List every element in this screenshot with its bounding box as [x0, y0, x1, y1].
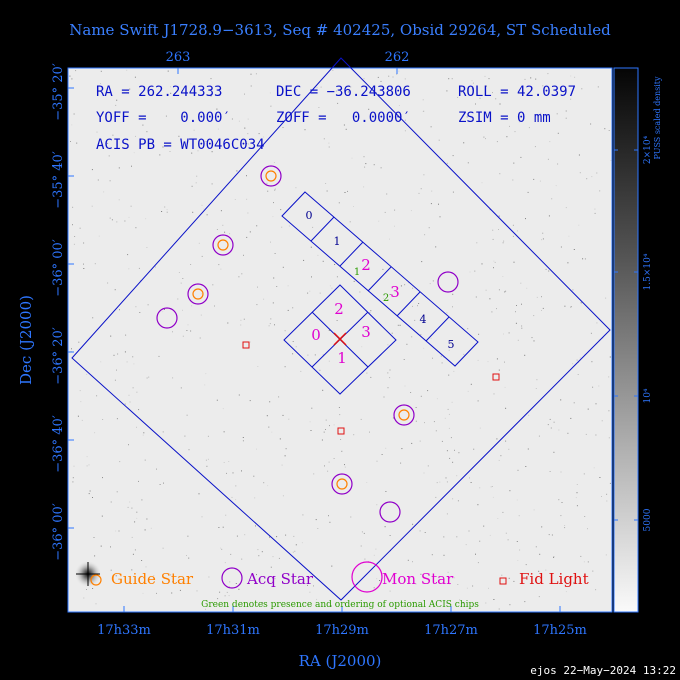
colorbar-tick-label: 5000 [643, 508, 653, 531]
optional-chip-label: 1 [354, 267, 360, 278]
y-axis-label: Dec (J2000) [17, 295, 35, 385]
ra-readout: RA = 262.244333 [96, 84, 222, 100]
ra-tick-label: 17h31m [206, 623, 260, 638]
s-chip-label: 2 [361, 256, 371, 274]
guide-star [217, 239, 229, 251]
s-chip-label: 4 [420, 313, 427, 326]
colorbar-tick-label: 2×10⁴ [643, 135, 653, 164]
guide-stars [192, 170, 410, 490]
dec-readout: DEC = −36.243806 [276, 84, 411, 100]
x-axis-label: RA (J2000) [299, 652, 382, 670]
s-chip-label: 5 [448, 338, 455, 351]
legend-acq-icon [221, 567, 243, 589]
s-chip-label: 1 [334, 235, 341, 248]
s-chip-label: 3 [390, 283, 400, 301]
acq-star [260, 165, 282, 187]
footer-credit: ejos 22−May−2024 13:22 [530, 664, 676, 677]
yoff-readout: YOFF = 0.000′ [96, 110, 231, 126]
acq-star [393, 404, 415, 426]
guide-star [265, 170, 277, 182]
dec-tick-label: −36° 40′ [51, 415, 66, 473]
legend: Guide Star Acq Star Mon Star Fid Light G… [90, 561, 589, 610]
acq-star [437, 271, 459, 293]
legend-guide-label: Guide Star [111, 570, 194, 588]
legend-mon-icon [351, 561, 383, 593]
i-chip-label: 1 [337, 349, 347, 367]
acq-stars [156, 165, 459, 523]
acis-s-array [281, 191, 479, 367]
colorbar-tick-label: 1.5×10⁴ [643, 253, 653, 290]
acq-star [379, 501, 401, 523]
i-chip-label: 0 [311, 326, 321, 344]
guide-star [192, 288, 204, 300]
optional-chip-label: 2 [383, 293, 389, 304]
i-chip-label: 2 [334, 300, 344, 318]
acis-pb-readout: ACIS PB = WT0046C034 [96, 137, 265, 153]
guide-star [398, 409, 410, 421]
legend-mon-label: Mon Star [382, 570, 454, 588]
ra-tick-label: 17h29m [315, 623, 369, 638]
page-title: Name Swift J1728.9−3613, Seq # 402425, O… [69, 21, 611, 39]
legend-note: Green denotes presence and ordering of o… [201, 600, 479, 610]
dec-tick-label: −36° 20′ [51, 327, 66, 385]
i-chip-label: 3 [361, 323, 371, 341]
colorbar-tick-label: 10⁴ [643, 388, 653, 403]
roll-readout: ROLL = 42.0397 [458, 84, 576, 100]
ra-tick-label: 17h33m [97, 623, 151, 638]
guide-star [336, 478, 348, 490]
legend-guide-icon [90, 574, 102, 586]
zsim-readout: ZSIM = 0 mm [458, 110, 551, 126]
acq-star [331, 473, 353, 495]
zoff-readout: ZOFF = 0.0000′ [276, 110, 411, 126]
sky-noise [69, 69, 612, 610]
fid-light [492, 373, 500, 381]
field-of-view-box [71, 57, 611, 601]
colorbar [613, 67, 639, 613]
acq-star [187, 283, 209, 305]
top-tick-label: 262 [385, 50, 410, 65]
acq-star [212, 234, 234, 256]
dec-tick-label: −35° 40′ [51, 151, 66, 209]
fid-lights [242, 341, 500, 435]
ra-tick-marks [123, 606, 561, 612]
dec-tick-label: −35° 20′ [51, 63, 66, 121]
s-chip-label: 0 [306, 209, 313, 222]
fid-light [337, 427, 345, 435]
top-tick-label: 263 [166, 50, 191, 65]
legend-fid-icon [499, 577, 507, 585]
dec-tick-label: −36° 00′ [51, 239, 66, 297]
fid-light [242, 341, 250, 349]
target-marker [333, 332, 347, 346]
colorbar-label: PUSS scaled density [653, 76, 662, 160]
ra-tick-label: 17h25m [533, 623, 587, 638]
acq-star [156, 307, 178, 329]
colorbar-ticks [614, 149, 638, 521]
legend-acq-label: Acq Star [246, 570, 314, 588]
dec-tick-label: −36° 00′ [51, 503, 66, 561]
ra-tick-label: 17h27m [424, 623, 478, 638]
legend-fid-label: Fid Light [519, 570, 589, 588]
dec-tick-marks [68, 87, 74, 529]
